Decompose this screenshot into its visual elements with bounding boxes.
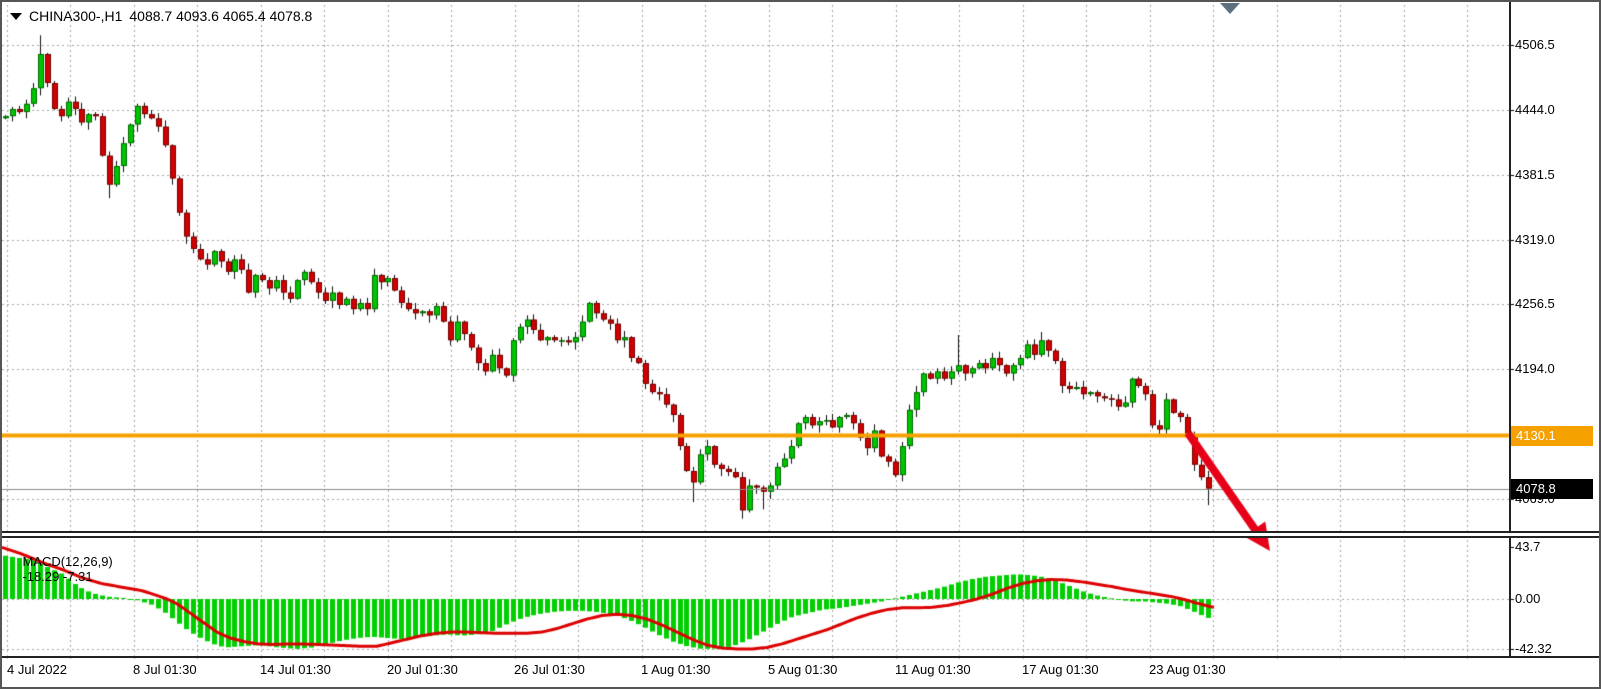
time-axis-label: 23 Aug 01:30 <box>1149 662 1226 677</box>
time-axis-label: 11 Aug 01:30 <box>895 662 971 677</box>
macd-indicator-label: MACD(12,26,9) -18.29 -7.31 <box>8 539 113 599</box>
price-axis-label: 4194.0 <box>1515 361 1555 377</box>
macd-name: MACD(12,26,9) <box>22 554 113 569</box>
pane-separator[interactable] <box>2 531 1599 538</box>
time-axis-label: 1 Aug 01:30 <box>641 662 711 677</box>
price-axis-label: 4506.5 <box>1515 37 1555 53</box>
chart-shift-marker[interactable] <box>1220 3 1240 14</box>
axis-separator-line <box>1509 2 1511 657</box>
macd-axis-label: -42.32 <box>1515 640 1552 656</box>
time-axis-label: 8 Jul 01:30 <box>133 662 197 677</box>
chart-header: CHINA300-,H1 4088.7 4093.6 4065.4 4078.8 <box>10 8 312 24</box>
chart-symbol-period: CHINA300-,H1 <box>29 8 123 24</box>
time-axis-label: 14 Jul 01:30 <box>260 662 331 677</box>
time-axis-label: 26 Jul 01:30 <box>514 662 585 677</box>
hline-price-badge: 4130.1 <box>1511 425 1593 446</box>
symbol-dropdown-icon[interactable] <box>10 12 22 20</box>
macd-axis-label: 0.00 <box>1515 591 1541 606</box>
time-axis-label: 17 Aug 01:30 <box>1022 662 1099 677</box>
bid-price-badge: 4078.8 <box>1511 478 1593 499</box>
time-axis-label: 4 Jul 2022 <box>7 662 67 677</box>
macd-axis-label: 43.7 <box>1515 539 1541 555</box>
macd-values: -18.29 -7.31 <box>22 569 93 584</box>
price-axis-label: 4256.5 <box>1515 296 1555 312</box>
chart-ohlc-readout: 4088.7 4093.6 4065.4 4078.8 <box>129 8 313 24</box>
time-axis-separator <box>2 656 1599 658</box>
price-axis-label: 4319.0 <box>1515 231 1555 247</box>
time-axis-label: 20 Jul 01:30 <box>387 662 458 677</box>
price-axis-label: 4444.0 <box>1515 102 1555 117</box>
price-axis-label: 4381.5 <box>1515 166 1555 182</box>
time-axis-label: 5 Aug 01:30 <box>768 662 838 677</box>
